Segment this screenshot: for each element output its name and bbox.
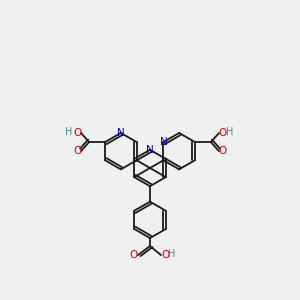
- Text: N: N: [146, 145, 154, 155]
- Text: O: O: [130, 250, 138, 260]
- Text: N: N: [117, 128, 125, 138]
- Text: N: N: [160, 137, 167, 147]
- Text: O: O: [219, 146, 227, 156]
- Text: H: H: [65, 127, 73, 137]
- Text: O: O: [219, 128, 227, 138]
- Text: H: H: [168, 249, 176, 259]
- Text: O: O: [73, 128, 81, 138]
- Text: H: H: [226, 127, 234, 137]
- Text: O: O: [161, 250, 169, 260]
- Text: O: O: [73, 146, 81, 156]
